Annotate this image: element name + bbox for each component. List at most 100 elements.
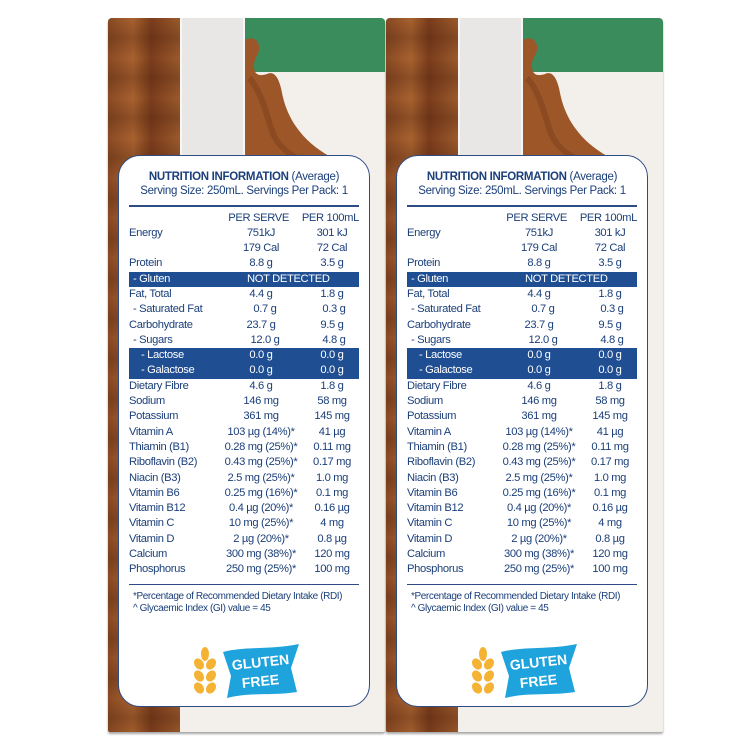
header-per-serve: PER SERVE [506, 211, 567, 224]
per-100ml-value: 0.11 mg [591, 440, 629, 453]
per-100ml-value: 0.17 mg [591, 456, 629, 469]
per-100ml-value: 0.0 g [598, 364, 622, 377]
per-serve-value: 2.5 mg (25%)* [505, 471, 573, 484]
table-row: Thiamin (B1) 0.28 mg (25%)* 0.11 mg [407, 440, 637, 455]
nutrient-name: Energy [407, 226, 441, 239]
header-col1 [129, 211, 215, 226]
table-row: Energy 751kJ 301 kJ [407, 226, 637, 241]
nutrition-panel: NUTRITION INFORMATION (Average) Serving … [396, 155, 648, 707]
nutrient-name: Vitamin B12 [407, 502, 464, 515]
per-serve-value: 12.0 g [528, 333, 558, 346]
per-100ml-value: 145 mg [314, 410, 350, 423]
table-row: 179 Cal 72 Cal [129, 241, 359, 256]
divider [129, 583, 359, 586]
table-row: Thiamin (B1) 0.28 mg (25%)* 0.11 mg [129, 440, 359, 455]
nutrition-panel: NUTRITION INFORMATION (Average) Serving … [118, 155, 370, 707]
per-100ml-value: 41 µg [596, 425, 624, 438]
footnote-gi: ^ Glycaemic Index (GI) value = 45 [411, 603, 549, 615]
table-row: Niacin (B3) 2.5 mg (25%)* 1.0 mg [407, 471, 637, 486]
nutrient-name [129, 241, 217, 256]
table-row: Vitamin D 2 µg (20%)* 0.8 µg [129, 532, 359, 547]
footnote-rdi: *Percentage of Recommended Dietary Intak… [133, 591, 343, 603]
per-serve-value: 10 mg (25%)* [506, 517, 572, 530]
title-suffix: (Average) [566, 171, 618, 183]
serving-info: Serving Size: 250mL. Servings Per Pack: … [140, 185, 348, 197]
per-100ml-value: 0.3 g [600, 303, 624, 316]
title-suffix: (Average) [288, 171, 340, 183]
table-row: Vitamin A 103 µg (14%)* 41 µg [129, 425, 359, 440]
per-serve-value: 751kJ [246, 226, 276, 239]
per-100ml-value: 0.3 g [322, 303, 346, 316]
nutrient-name: - Galactose [419, 364, 473, 377]
per-serve-value: 146 mg [243, 395, 279, 408]
carton-tab [458, 18, 523, 158]
table-row-highlight: - Lactose 0.0 g 0.0 g [129, 348, 359, 364]
nutrient-name: Vitamin A [407, 425, 451, 438]
table-row: Vitamin A 103 µg (14%)* 41 µg [407, 425, 637, 440]
per-serve-value: 751kJ [524, 226, 554, 239]
nutrient-name: Vitamin B12 [129, 502, 186, 515]
table-row: Carbohydrate 23.7 g 9.5 g [129, 318, 359, 333]
nutrient-name: Carbohydrate [407, 318, 471, 331]
table-row: Dietary Fibre 4.6 g 1.8 g [407, 379, 637, 394]
per-serve-value: 300 mg (38%)* [225, 548, 297, 561]
svg-text:FREE: FREE [241, 671, 280, 691]
nutrient-name: Vitamin B6 [407, 486, 458, 499]
per-100ml-value: 100 mg [314, 563, 350, 576]
per-serve-value: 146 mg [521, 395, 557, 408]
table-row: Calcium 300 mg (38%)* 120 mg [129, 547, 359, 562]
per-serve-value: 0.43 mg (25%)* [224, 456, 298, 469]
per-100ml-value: 41 µg [318, 425, 346, 438]
gluten-free-badge: GLUTEN FREE [193, 644, 299, 698]
per-100ml-value: 58 mg [317, 395, 347, 408]
per-100ml-value: 9.5 g [320, 318, 344, 331]
per-100ml-value: 1.8 g [320, 379, 344, 392]
per-100ml-value: 0.8 µg [595, 532, 625, 545]
nutrient-name: - Sugars [411, 333, 451, 346]
per-100ml-value: 4.8 g [600, 333, 624, 346]
table-row: Dietary Fibre 4.6 g 1.8 g [129, 379, 359, 394]
header-col1 [407, 211, 493, 226]
nutrient-name: Vitamin A [129, 425, 173, 438]
nutrient-name: Sodium [407, 395, 443, 408]
table-row-highlight: - Lactose 0.0 g 0.0 g [407, 348, 637, 364]
table-row: Niacin (B3) 2.5 mg (25%)* 1.0 mg [129, 471, 359, 486]
table-row: Vitamin B12 0.4 µg (20%)* 0.16 µg [407, 501, 637, 516]
per-100ml-value: 0.16 µg [592, 502, 628, 515]
per-serve-value: 0.0 g [249, 349, 273, 362]
per-serve-value: 4.6 g [527, 379, 551, 392]
per-serve-value: 0.43 mg (25%)* [502, 456, 576, 469]
per-100ml-value: 3.5 g [598, 257, 622, 270]
per-100ml-value: 4.8 g [322, 333, 346, 346]
table-row: Vitamin B6 0.25 mg (16%)* 0.1 mg [129, 486, 359, 501]
divider [407, 205, 637, 207]
table-row: Fat, Total 4.4 g 1.8 g [407, 287, 637, 302]
per-serve-value: 361 mg [243, 410, 279, 423]
per-100ml-value: 1.8 g [598, 287, 622, 300]
per-serve-value: 0.0 g [249, 364, 273, 377]
table-header: PER SERVE PER 100mL [129, 211, 359, 226]
per-serve-value: 0.7 g [531, 303, 555, 316]
table-row-highlight: - Galactose 0.0 g 0.0 g [407, 363, 637, 379]
per-serve-value: 0.0 g [527, 364, 551, 377]
divider [407, 583, 637, 586]
nutrient-name: Potassium [129, 410, 179, 423]
nutrient-name: - Lactose [419, 349, 462, 362]
table-row: Energy 751kJ 301 kJ [129, 226, 359, 241]
table-row: Protein 8.8 g 3.5 g [407, 256, 637, 271]
per-serve-value: 4.6 g [249, 379, 273, 392]
per-serve-value: NOT DETECTED [247, 272, 330, 285]
nutrient-name: Niacin (B3) [129, 471, 181, 484]
per-100ml-value: 145 mg [592, 410, 628, 423]
svg-text:GLUTEN: GLUTEN [231, 651, 290, 673]
table-row: - Saturated Fat 0.7 g 0.3 g [129, 302, 359, 317]
footnote-gi: ^ Glycaemic Index (GI) value = 45 [133, 603, 271, 615]
per-serve-value: 8.8 g [249, 257, 273, 270]
nutrient-name: Carbohydrate [129, 318, 193, 331]
nutrient-name: - Gluten [133, 272, 170, 285]
per-100ml-value: 1.0 mg [593, 471, 627, 484]
svg-text:FREE: FREE [519, 671, 558, 691]
per-serve-value: 23.7 g [524, 318, 554, 331]
per-100ml-value: 1.8 g [320, 287, 344, 300]
per-serve-value: 300 mg (38%)* [503, 548, 575, 561]
